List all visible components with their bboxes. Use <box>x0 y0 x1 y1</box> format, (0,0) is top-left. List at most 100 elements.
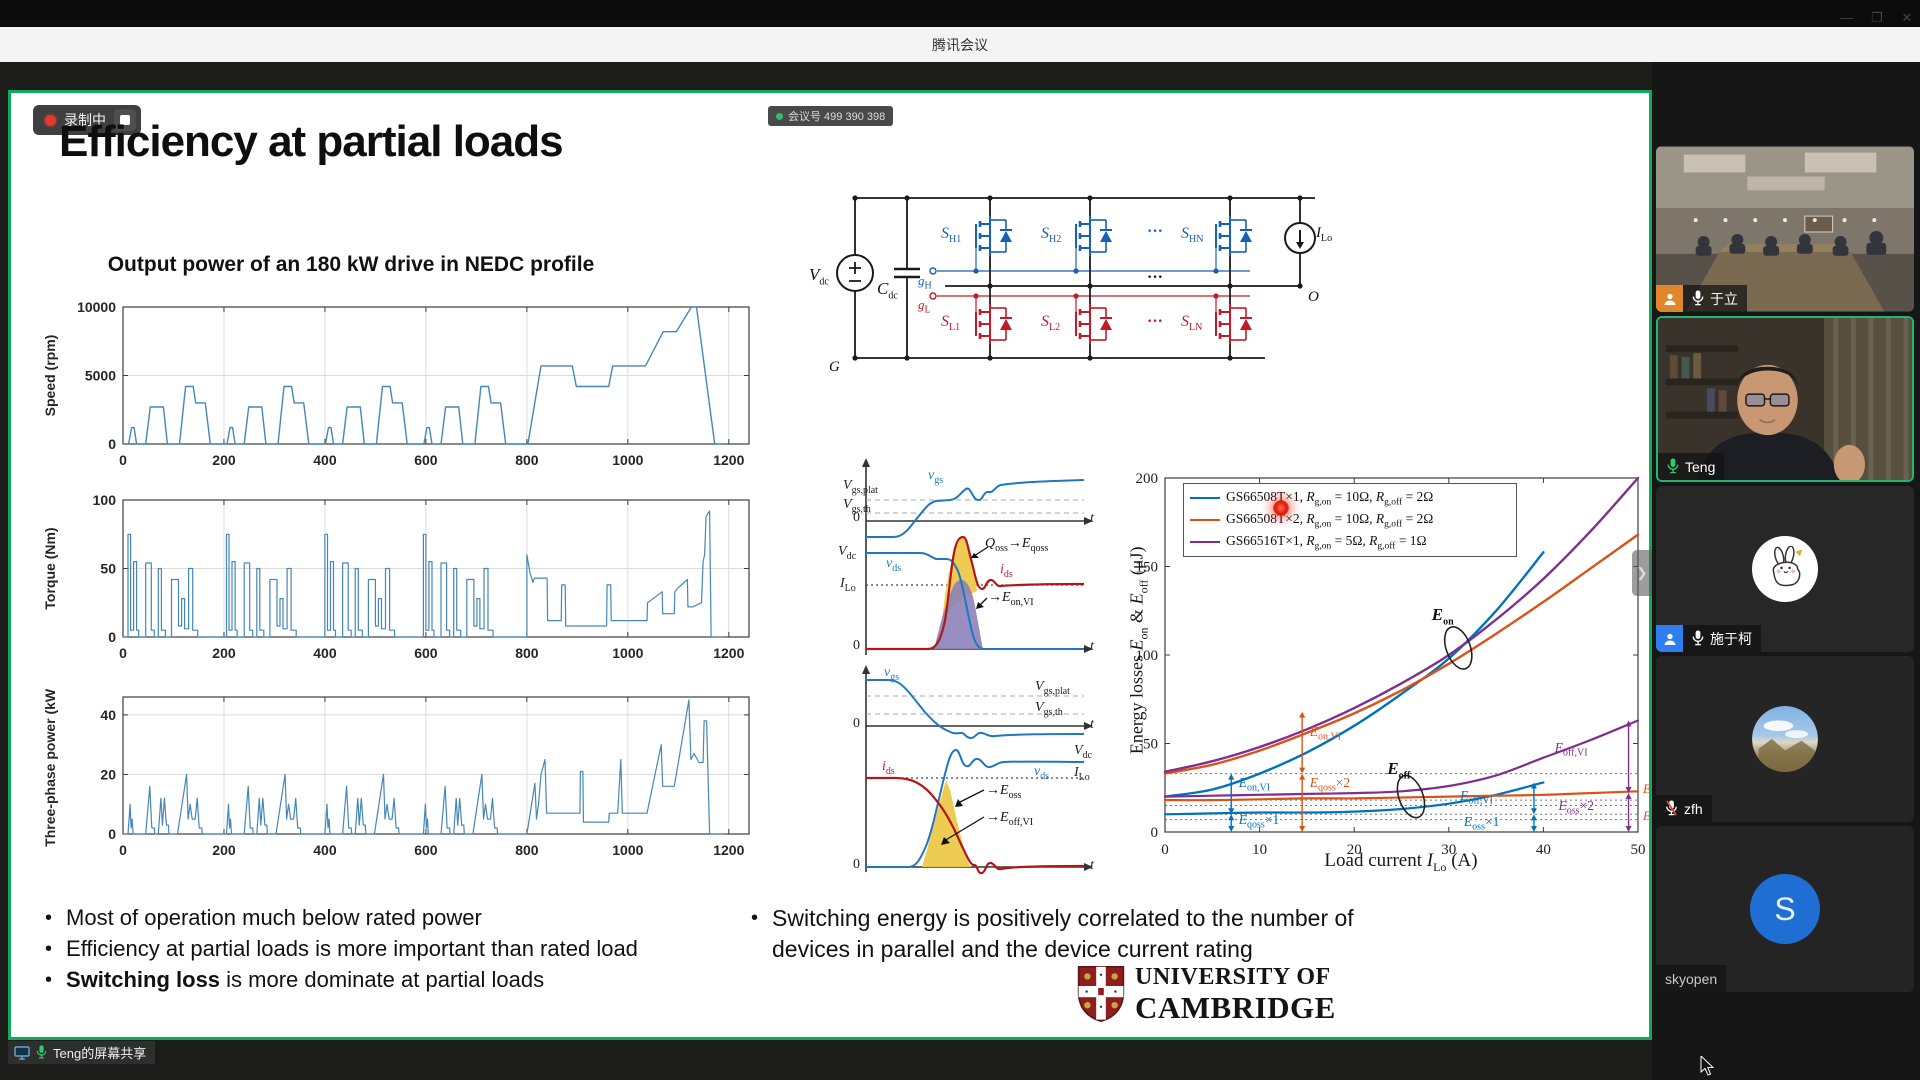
bullet-text: Efficiency at partial loads is more impo… <box>66 936 638 961</box>
svg-text:0: 0 <box>119 645 127 661</box>
mic-on-icon <box>1692 630 1704 646</box>
screen-share-indicator: Teng的屏幕共享 <box>8 1041 156 1064</box>
bullet-item: • Most of operation much below rated pow… <box>45 903 482 933</box>
svg-text:5000: 5000 <box>85 368 116 384</box>
svg-text:40: 40 <box>100 707 116 723</box>
mic-green-icon <box>36 1045 47 1059</box>
svg-text:1000: 1000 <box>612 842 643 858</box>
close-button[interactable]: ✕ <box>1901 9 1913 25</box>
sidebar-collapse-handle[interactable]: ❯ <box>1632 550 1652 596</box>
svg-text:0: 0 <box>108 826 116 842</box>
svg-text:Speed (rpm): Speed (rpm) <box>42 335 58 417</box>
recording-badge[interactable]: 录制中 <box>33 105 141 135</box>
svg-text:800: 800 <box>515 842 539 858</box>
legend-entry: GS66516T×1, Rg,on = 5Ω, Rg,off = 1Ω <box>1190 531 1510 553</box>
stop-recording-button[interactable] <box>114 109 136 131</box>
participant-name: Teng <box>1685 458 1716 475</box>
svg-text:10: 10 <box>1252 842 1267 858</box>
svg-text:1200: 1200 <box>713 645 744 661</box>
svg-text:400: 400 <box>313 645 337 661</box>
participant-tile-zfh[interactable]: zfh <box>1656 656 1914 822</box>
torque-chart: 0 200 400 600 800 1000 1200 0 50 100 Torque (Nm) <box>42 492 750 661</box>
svg-text:Torque (Nm): Torque (Nm) <box>42 527 58 609</box>
legend-label: GS66508T×1, Rg,on = 10Ω, Rg,off = 2Ω <box>1226 488 1434 508</box>
svg-text:0: 0 <box>119 842 127 858</box>
bullet-item: • Switching energy is positively correla… <box>751 903 1391 965</box>
landscape-avatar <box>1752 706 1818 772</box>
legend-swatch <box>1190 519 1220 521</box>
svg-text:20: 20 <box>100 766 116 782</box>
person-icon <box>1664 293 1675 305</box>
mic-muted-icon <box>1666 800 1677 816</box>
svg-text:···: ··· <box>1147 223 1163 240</box>
legend-label: GS66516T×1, Rg,on = 5Ω, Rg,off = 1Ω <box>1226 532 1427 552</box>
svg-text:0: 0 <box>108 436 116 452</box>
mouse-cursor <box>1700 1056 1714 1076</box>
svg-text:800: 800 <box>515 452 539 468</box>
avatar-letter: S <box>1774 890 1796 927</box>
turn-off-waveform-diagram <box>862 665 1093 875</box>
mic-on-icon <box>1692 290 1704 306</box>
participant-avatar-badge <box>1656 285 1683 312</box>
svg-text:20: 20 <box>1347 842 1362 858</box>
participant-tile-skyopen[interactable]: S skyopen <box>1656 826 1914 992</box>
svg-text:50: 50 <box>100 561 116 577</box>
laser-pointer-dot <box>1273 500 1289 516</box>
status-dot-icon <box>776 112 783 120</box>
logo-line2: CAMBRIDGE <box>1135 990 1336 1025</box>
legend-swatch <box>1190 497 1220 499</box>
svg-text:0: 0 <box>1151 825 1159 841</box>
participant-name: 于立 <box>1710 290 1738 307</box>
recording-dot-icon <box>45 114 56 126</box>
maximize-button[interactable]: ❐ <box>1871 9 1883 25</box>
svg-text:0: 0 <box>119 452 127 468</box>
university-logo: UNIVERSITY OF CAMBRIDGE <box>1077 965 1336 1023</box>
participant-name: 施于柯 <box>1710 630 1752 647</box>
svg-text:800: 800 <box>515 645 539 661</box>
conference-room-video <box>1656 146 1914 312</box>
bullet-text: Switching loss is more dominate at parti… <box>66 967 545 992</box>
speed-chart: 0 200 400 600 800 1000 1200 0 5000 10000 Speed (rp… <box>42 299 750 468</box>
bullet-item: • Switching loss is more dominate at par… <box>45 965 544 995</box>
speaker-video <box>1658 318 1912 480</box>
window-title: 腾讯会议 <box>932 36 988 53</box>
participant-name: skyopen <box>1665 970 1718 987</box>
svg-text:40: 40 <box>1536 842 1551 858</box>
svg-text:600: 600 <box>414 842 438 858</box>
bullet-text: Most of operation much below rated power <box>66 905 482 930</box>
svg-text:0: 0 <box>1161 842 1169 858</box>
svg-text:1000: 1000 <box>612 645 643 661</box>
svg-text:200: 200 <box>212 645 236 661</box>
svg-text:150: 150 <box>1136 560 1159 576</box>
svg-text:400: 400 <box>313 842 337 858</box>
legend-label: GS66508T×2, Rg,on = 10Ω, Rg,off = 2Ω <box>1226 510 1434 530</box>
svg-text:30: 30 <box>1441 842 1456 858</box>
svg-text:400: 400 <box>313 452 337 468</box>
screen-share-icon <box>14 1045 30 1060</box>
slide-title: Efficiency at partial loads <box>59 117 564 166</box>
svg-text:50: 50 <box>1631 842 1646 858</box>
minimize-button[interactable]: — <box>1840 10 1854 25</box>
participant-avatar-badge <box>1656 625 1683 652</box>
participant-tile-teng[interactable]: Teng <box>1656 316 1914 482</box>
title-bar: 腾讯会议 <box>0 27 1920 62</box>
rabbit-avatar <box>1772 546 1803 587</box>
cambridge-shield-icon <box>1077 966 1125 1023</box>
participant-name: zfh <box>1684 800 1703 817</box>
meeting-id-badge[interactable]: 会议号 499 390 398 <box>768 106 894 126</box>
energy-losses-chart: 0 10 20 30 40 50 0 50 100 150 200 <box>1136 471 1646 858</box>
bullet-item: • Efficiency at partial loads is more im… <box>45 934 638 964</box>
svg-text:···: ··· <box>1147 313 1163 330</box>
legend-swatch <box>1190 541 1220 543</box>
person-icon <box>1664 633 1675 645</box>
bullet-dot: • <box>45 907 53 929</box>
svg-text:1000: 1000 <box>612 452 643 468</box>
participant-tile-shiyuke[interactable]: 施于柯 <box>1656 486 1914 652</box>
meeting-id-label: 会议号 499 390 398 <box>788 111 886 123</box>
svg-text:···: ··· <box>1147 269 1163 286</box>
bullet-text: Switching energy is positively correlate… <box>772 905 1354 962</box>
participant-tile-yuli[interactable]: 于立 <box>1656 146 1914 312</box>
mic-speaking-icon <box>1667 458 1679 474</box>
stop-icon <box>120 115 130 125</box>
logo-line1: UNIVERSITY OF <box>1135 964 1331 990</box>
